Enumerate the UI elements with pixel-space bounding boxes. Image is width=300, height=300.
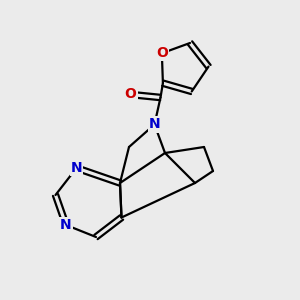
Text: N: N xyxy=(60,218,72,232)
Text: N: N xyxy=(71,161,82,175)
Text: N: N xyxy=(149,118,160,131)
Text: O: O xyxy=(156,46,168,60)
Text: O: O xyxy=(124,88,136,101)
